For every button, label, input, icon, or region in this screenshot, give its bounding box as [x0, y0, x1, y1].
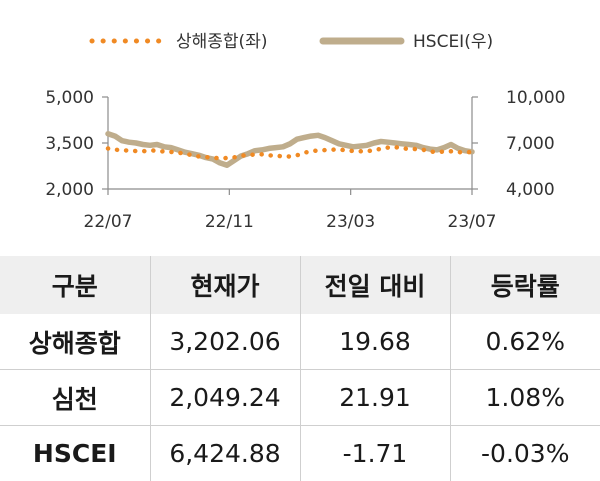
- x-tick-label: 23/03: [326, 212, 375, 232]
- right-tick-label: 7,000: [506, 134, 555, 154]
- header-category: 구분: [0, 256, 150, 314]
- right-tick-label: 10,000: [506, 88, 565, 108]
- x-tick-label: 22/07: [84, 212, 133, 232]
- x-tick-label: 22/11: [205, 212, 254, 232]
- header-change-rate: 등락률: [450, 256, 600, 314]
- cell-current-price: 2,049.24: [150, 370, 300, 426]
- table-header-row: 구분 현재가 전일 대비 등락률: [0, 256, 600, 314]
- row-label: HSCEI: [0, 426, 150, 481]
- cell-change: -1.71: [300, 426, 450, 481]
- cell-current-price: 6,424.88: [150, 426, 300, 481]
- row-label: 상해종합: [0, 314, 150, 370]
- dual-axis-line-chart: 상해종합(좌) HSCEI(우) 2,000 3,500 5,000 4,000 7,0…: [0, 0, 600, 248]
- row-label: 심천: [0, 370, 150, 426]
- series-layer: [108, 134, 472, 165]
- cell-change-rate: 0.62%: [450, 314, 600, 370]
- axes: 2,000 3,500 5,000 4,000 7,000 10,000 22/07 22/1…: [45, 88, 565, 232]
- left-tick-label: 5,000: [45, 88, 94, 108]
- header-change: 전일 대비: [300, 256, 450, 314]
- cell-change: 21.91: [300, 370, 450, 426]
- x-tick-label: 23/07: [448, 212, 497, 232]
- cell-change-rate: 1.08%: [450, 370, 600, 426]
- chart: 상해종합(좌) HSCEI(우) 2,000 3,500 5,000 4,000 7,0…: [0, 0, 600, 248]
- legend-label-hscei: HSCEI(우): [413, 32, 493, 52]
- table-row: 심천 2,049.24 21.91 1.08%: [0, 370, 600, 426]
- legend-label-shanghai: 상해종합(좌): [176, 32, 267, 52]
- cell-change: 19.68: [300, 314, 450, 370]
- index-table: 구분 현재가 전일 대비 등락률 상해종합 3,202.06 19.68 0.6…: [0, 256, 600, 481]
- right-tick-label: 4,000: [506, 180, 555, 200]
- legend: 상해종합(좌) HSCEI(우): [92, 32, 493, 52]
- header-current-price: 현재가: [150, 256, 300, 314]
- table-row: HSCEI 6,424.88 -1.71 -0.03%: [0, 426, 600, 481]
- cell-current-price: 3,202.06: [150, 314, 300, 370]
- cell-change-rate: -0.03%: [450, 426, 600, 481]
- left-tick-label: 3,500: [45, 134, 94, 154]
- left-tick-label: 2,000: [45, 180, 94, 200]
- table-row: 상해종합 3,202.06 19.68 0.62%: [0, 314, 600, 370]
